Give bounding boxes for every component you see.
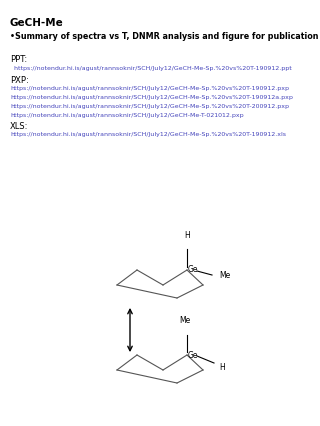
- Text: Ge: Ge: [188, 351, 198, 360]
- Text: https://notendur.hi.is/agust/rannsoknir/SCH/July12/GeCH-Me-Sp.%20vs%20T-190912a.: https://notendur.hi.is/agust/rannsoknir/…: [10, 95, 293, 100]
- Text: Me: Me: [219, 271, 230, 279]
- Text: XLS:: XLS:: [10, 122, 28, 131]
- Text: H: H: [184, 231, 190, 240]
- Text: •Summary of spectra vs T, DNMR analysis and figure for publication: •Summary of spectra vs T, DNMR analysis …: [10, 32, 318, 41]
- Text: PPT:: PPT:: [10, 55, 27, 64]
- Text: https://notendur.hi.is/agust/rannsoknir/SCH/July12/GeCH-Me-Sp.%20vs%20T-200912.p: https://notendur.hi.is/agust/rannsoknir/…: [10, 104, 289, 109]
- Text: https://notendur.hi.is/agust/rannsoknir/SCH/July12/GeCH-Me-Sp.%20vs%20T-190912.p: https://notendur.hi.is/agust/rannsoknir/…: [10, 86, 289, 91]
- Text: Ge: Ge: [188, 265, 198, 274]
- Text: H: H: [219, 363, 225, 371]
- Text: Me: Me: [180, 316, 191, 325]
- Text: https://notendur.hi.is/agust/rannsoknir/SCH/July12/GeCH-Me-T-021012.pxp: https://notendur.hi.is/agust/rannsoknir/…: [10, 113, 244, 118]
- Text: https://notendur.hi.is/agust/rannsoknir/SCH/July12/GeCH-Me-Sp.%20vs%20T-190912.x: https://notendur.hi.is/agust/rannsoknir/…: [10, 132, 286, 137]
- Text: PXP:: PXP:: [10, 76, 29, 85]
- Text: GeCH-Me: GeCH-Me: [10, 18, 64, 28]
- Text: https://notendur.hi.is/agust/rannsoknir/SCH/July12/GeCH-Me-Sp.%20vs%20T-190912.p: https://notendur.hi.is/agust/rannsoknir/…: [10, 66, 292, 71]
